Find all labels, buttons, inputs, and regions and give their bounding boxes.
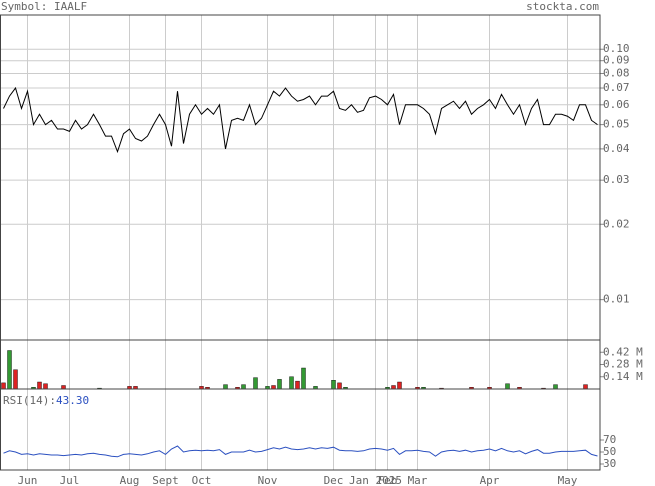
volume-bar bbox=[553, 384, 558, 390]
panel-border bbox=[0, 388, 601, 471]
volume-bar bbox=[289, 376, 294, 390]
x-tick-label: Apr bbox=[480, 474, 500, 486]
volume-bar bbox=[277, 379, 282, 390]
y-tick-label: 0.01 bbox=[603, 293, 630, 306]
volume-bar bbox=[37, 381, 42, 390]
volume-bar bbox=[391, 385, 396, 390]
x-tick-label: Aug bbox=[120, 474, 140, 486]
x-tick-label: Nov bbox=[258, 474, 278, 486]
x-tick-label: Jan 2025 bbox=[349, 474, 402, 486]
price-line bbox=[3, 445, 598, 458]
y-tick-label: 0.09 bbox=[603, 54, 630, 67]
y-tick-label: 0.14 M bbox=[603, 370, 643, 383]
volume-bar bbox=[397, 381, 402, 390]
volume-bar bbox=[241, 384, 246, 390]
y-tick-label: 0.10 bbox=[603, 42, 630, 55]
volume-bar bbox=[271, 385, 276, 390]
volume-bar bbox=[331, 380, 336, 390]
volume-bar bbox=[583, 384, 588, 390]
volume-bar bbox=[7, 350, 12, 390]
price-line bbox=[3, 86, 598, 154]
y-tick-label: 0.03 bbox=[603, 173, 630, 186]
volume-bar bbox=[301, 367, 306, 390]
x-tick-label: Dec bbox=[324, 474, 344, 486]
y-tick-label: 0.28 M bbox=[603, 358, 643, 371]
y-tick-label: 30 bbox=[603, 457, 616, 470]
y-tick-label: 0.06 bbox=[603, 98, 630, 111]
volume-bar bbox=[223, 384, 228, 390]
volume-bar bbox=[295, 380, 300, 390]
panel-border bbox=[0, 14, 601, 341]
rsi-title: RSI(14): bbox=[3, 394, 56, 407]
rsi-value: 43.30 bbox=[56, 394, 89, 407]
x-tick-label: Feb bbox=[378, 474, 398, 486]
y-tick-label: 0.05 bbox=[603, 118, 630, 131]
volume-bar bbox=[43, 383, 48, 390]
volume-bar bbox=[253, 377, 258, 390]
site: stockta.com bbox=[526, 0, 599, 13]
x-tick-label: May bbox=[558, 474, 578, 486]
symbol: Symbol: IAALF bbox=[1, 0, 87, 13]
y-tick-label: 0.08 bbox=[603, 67, 630, 80]
volume-bar bbox=[61, 385, 66, 390]
x-tick-label: Jul bbox=[60, 474, 80, 486]
x-tick-label: Oct bbox=[192, 474, 212, 486]
panel-border bbox=[0, 339, 601, 390]
volume-bar bbox=[337, 382, 342, 390]
volume-bar bbox=[1, 382, 6, 390]
y-tick-label: 70 bbox=[603, 433, 616, 446]
x-tick-label: Sept bbox=[152, 474, 179, 486]
y-tick-label: 50 bbox=[603, 445, 616, 458]
y-tick-label: 0.07 bbox=[603, 81, 630, 94]
y-tick-label: 0.04 bbox=[603, 142, 630, 155]
x-tick-label: Mar bbox=[408, 474, 428, 486]
volume-bar bbox=[505, 383, 510, 390]
y-tick-label: 0.02 bbox=[603, 217, 630, 230]
x-tick-label: Jun bbox=[18, 474, 38, 486]
volume-bar bbox=[13, 369, 18, 390]
y-tick-label: 0.42 M bbox=[603, 345, 643, 358]
